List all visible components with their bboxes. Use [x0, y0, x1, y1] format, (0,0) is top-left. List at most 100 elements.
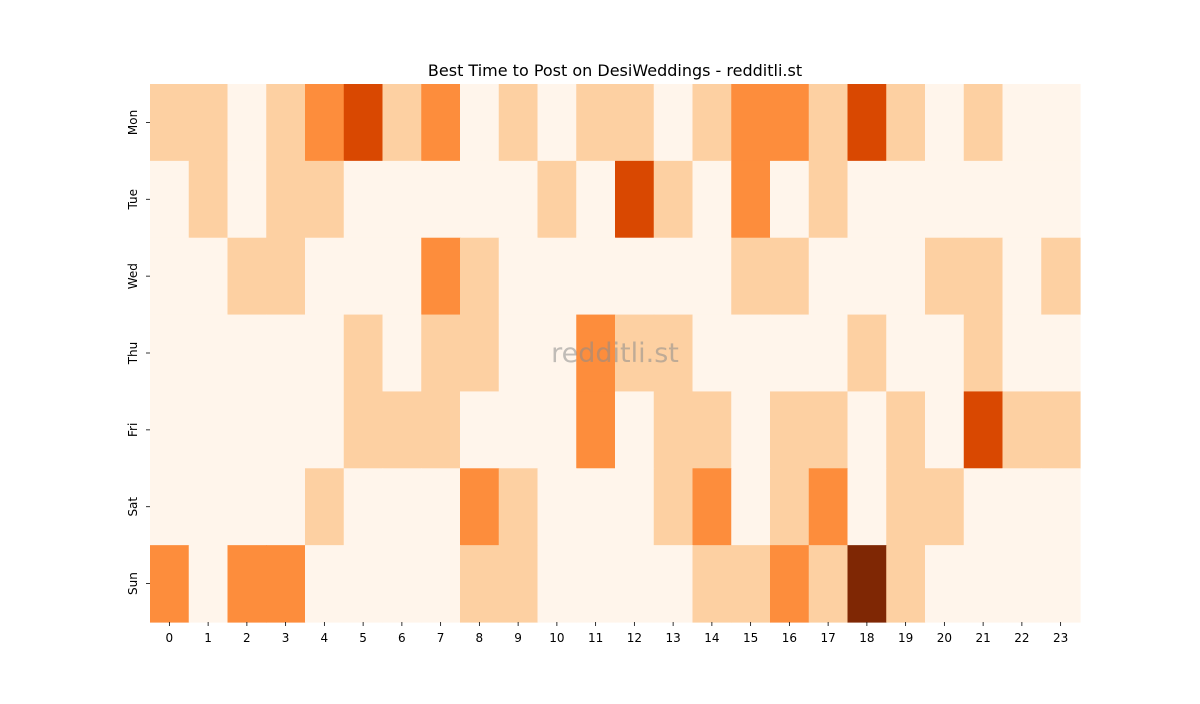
- heatmap-cell-sat-14: [692, 468, 732, 546]
- heatmap-cell-sat-6: [382, 468, 422, 546]
- x-tick-label: 5: [359, 631, 367, 645]
- x-tick-label: 1: [204, 631, 212, 645]
- heatmap-cell-sun-23: [1041, 545, 1081, 623]
- heatmap-cell-wed-21: [963, 237, 1004, 316]
- heatmap-cell-mon-4: [305, 84, 345, 162]
- heatmap-cell-thu-11: [576, 314, 616, 393]
- heatmap-cell-wed-13: [653, 237, 694, 316]
- heatmap-cell-mon-19: [886, 84, 926, 162]
- heatmap-cell-thu-14: [692, 314, 732, 393]
- heatmap-cell-mon-20: [925, 84, 965, 162]
- heatmap-cell-sun-1: [188, 545, 229, 623]
- heatmap-cell-tue-9: [498, 160, 539, 239]
- heatmap-cell-wed-14: [692, 237, 732, 316]
- heatmap-cell-fri-12: [615, 391, 655, 469]
- x-tick-label: 23: [1053, 631, 1068, 645]
- x-tick-label: 19: [898, 631, 913, 645]
- heatmap-cell-tue-10: [537, 160, 577, 239]
- heatmap-cell-sat-2: [227, 468, 267, 546]
- heatmap-cell-thu-3: [266, 314, 306, 393]
- heatmap-cell-mon-15: [731, 84, 771, 162]
- heatmap-cell-fri-17: [808, 391, 849, 469]
- heatmap-cell-sun-21: [963, 545, 1004, 623]
- x-tick-label: 9: [514, 631, 522, 645]
- heatmap-cell-mon-10: [537, 84, 577, 162]
- heatmap-cell-sat-5: [343, 468, 384, 546]
- y-tick-label: Mon: [126, 110, 140, 135]
- heatmap-cell-tue-22: [1002, 160, 1042, 239]
- x-tick-label: 0: [166, 631, 174, 645]
- heatmap-cell-sun-15: [731, 545, 771, 623]
- heatmap-cell-wed-8: [460, 237, 500, 316]
- y-tick-label: Sat: [126, 497, 140, 517]
- heatmap-cell-mon-9: [498, 84, 539, 162]
- heatmap-cell-wed-0: [150, 237, 190, 316]
- heatmap-cell-sat-0: [150, 468, 190, 546]
- heatmap-cell-sun-9: [498, 545, 539, 623]
- heatmap-cell-fri-10: [537, 391, 577, 469]
- heatmap-cell-fri-16: [770, 391, 810, 469]
- heatmap-cell-wed-16: [770, 237, 810, 316]
- heatmap-cell-thu-10: [537, 314, 577, 393]
- heatmap-cell-fri-2: [227, 391, 267, 469]
- heatmap-cell-mon-11: [576, 84, 616, 162]
- watermark: redditli.st: [551, 338, 679, 369]
- heatmap-cell-sat-11: [576, 468, 616, 546]
- heatmap-cell-sun-2: [227, 545, 267, 623]
- heatmap-cell-thu-1: [188, 314, 229, 393]
- heatmap-cell-mon-22: [1002, 84, 1042, 162]
- heatmap-cell-tue-12: [615, 160, 655, 239]
- heatmap-cell-tue-18: [847, 160, 887, 239]
- heatmap-cell-sun-11: [576, 545, 616, 623]
- heatmap-cell-fri-8: [460, 391, 500, 469]
- heatmap-cell-fri-4: [305, 391, 345, 469]
- heatmap-cell-tue-7: [421, 160, 461, 239]
- heatmap-cell-sun-3: [266, 545, 306, 623]
- heatmap-cell-sun-22: [1002, 545, 1042, 623]
- x-tick-label: 14: [704, 631, 719, 645]
- heatmap-cell-thu-5: [343, 314, 384, 393]
- heatmap-cell-fri-22: [1002, 391, 1042, 469]
- heatmap-cell-mon-6: [382, 84, 422, 162]
- x-tick-label: 15: [743, 631, 758, 645]
- heatmap-cell-fri-11: [576, 391, 616, 469]
- heatmap-cell-tue-20: [925, 160, 965, 239]
- heatmap-cell-mon-1: [188, 84, 229, 162]
- heatmap-cell-sat-4: [305, 468, 345, 546]
- heatmap-cell-sat-17: [808, 468, 849, 546]
- heatmap-cell-fri-9: [498, 391, 539, 469]
- heatmap-cell-sun-18: [847, 545, 887, 623]
- heatmap-cell-mon-12: [615, 84, 655, 162]
- x-tick-label: 13: [665, 631, 680, 645]
- y-tick-label: Tue: [126, 189, 140, 211]
- heatmap-cell-wed-10: [537, 237, 577, 316]
- heatmap-cell-wed-20: [925, 237, 965, 316]
- heatmap-cell-thu-22: [1002, 314, 1042, 393]
- heatmap-cell-thu-16: [770, 314, 810, 393]
- heatmap-cell-tue-6: [382, 160, 422, 239]
- heatmap-cell-fri-0: [150, 391, 190, 469]
- heatmap-cell-tue-11: [576, 160, 616, 239]
- heatmap-cell-thu-23: [1041, 314, 1081, 393]
- x-tick-label: 17: [820, 631, 835, 645]
- heatmap-cell-mon-18: [847, 84, 887, 162]
- heatmap-cell-tue-17: [808, 160, 849, 239]
- heatmap-cell-thu-4: [305, 314, 345, 393]
- heatmap-cell-sun-17: [808, 545, 849, 623]
- y-tick-label: Sun: [126, 572, 140, 595]
- y-tick-label: Wed: [126, 263, 140, 289]
- x-tick-label: 22: [1014, 631, 1029, 645]
- heatmap-cell-tue-4: [305, 160, 345, 239]
- heatmap-cell-wed-19: [886, 237, 926, 316]
- heatmap-cell-fri-13: [653, 391, 694, 469]
- x-tick-label: 3: [282, 631, 290, 645]
- heatmap-cell-wed-23: [1041, 237, 1081, 316]
- heatmap-cell-sat-8: [460, 468, 500, 546]
- heatmap-cell-thu-2: [227, 314, 267, 393]
- heatmap-cell-sat-23: [1041, 468, 1081, 546]
- heatmap-cell-thu-12: [615, 314, 655, 393]
- heatmap-cell-tue-8: [460, 160, 500, 239]
- heatmap-cell-sat-7: [421, 468, 461, 546]
- x-tick-label: 4: [321, 631, 329, 645]
- heatmap-cell-fri-3: [266, 391, 306, 469]
